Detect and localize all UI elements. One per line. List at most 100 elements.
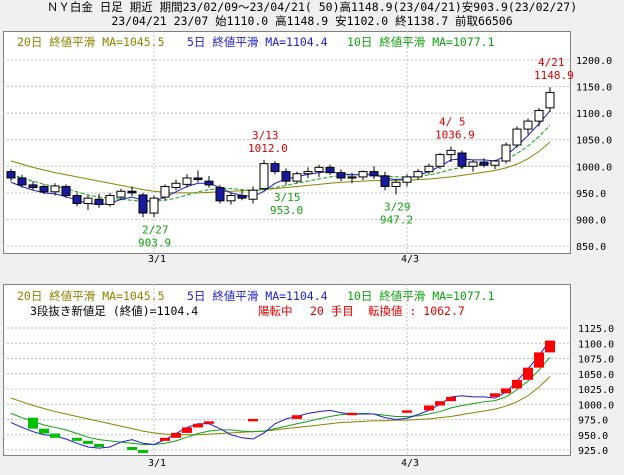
- annotation-value: 947.2: [380, 213, 413, 226]
- y-tick-label-bottom: 1025.0: [578, 385, 614, 396]
- candle-body: [182, 177, 192, 185]
- y-tick-label-bottom: 1000.0: [578, 400, 614, 411]
- kagi-switch-label: 転換値 : 1062.7: [368, 304, 465, 318]
- y-tick-label-bottom: 1050.0: [578, 370, 614, 381]
- brick-bar: [248, 418, 258, 422]
- legend-ma10-bottom: 10日 終値平滑 MA=1077.1: [347, 289, 495, 303]
- y-tick-label-top: 900.0: [576, 215, 606, 226]
- candle-body: [259, 163, 269, 190]
- brick-bar: [138, 450, 148, 454]
- annotation-date: 3/15: [274, 191, 301, 204]
- kagi-main-label: 3段抜き新値足 (終値)=1104.4: [30, 304, 199, 318]
- brick-bar: [193, 423, 203, 428]
- candle-body: [347, 176, 357, 179]
- candle-body: [6, 171, 16, 179]
- brick-bar: [501, 388, 511, 394]
- y-tick-label-top: 1200.0: [576, 56, 612, 67]
- brick-bar: [50, 433, 60, 438]
- candle-body: [479, 161, 489, 166]
- brick-bar: [171, 432, 181, 438]
- candle-body: [435, 154, 445, 167]
- candle-body: [336, 172, 346, 179]
- candle-body: [402, 176, 412, 183]
- ma20-line-bottom: [10, 376, 551, 436]
- candle-body: [325, 166, 335, 174]
- candle-body: [226, 195, 236, 202]
- annotation-value: 1148.9: [534, 69, 574, 82]
- candle-body: [413, 171, 423, 178]
- candle-body: [501, 144, 511, 162]
- candle-body: [160, 185, 170, 198]
- annotation-date: 4/ 5: [439, 116, 466, 129]
- candle-body: [292, 173, 302, 182]
- brick-bar: [94, 443, 104, 447]
- y-tick-label-top: 1000.0: [576, 162, 612, 173]
- y-tick-label-top: 1100.0: [576, 109, 612, 120]
- brick-bar: [534, 352, 544, 368]
- annotation-date: 3/13: [252, 129, 279, 142]
- candle-body: [204, 180, 214, 186]
- chart-ohlc-summary: 23/04/21 23/07 始1110.0 高1148.9 安1102.0 終…: [111, 14, 513, 28]
- candle-body: [512, 128, 522, 146]
- annotation-date: 3/29: [384, 200, 411, 213]
- candle-body: [50, 185, 60, 193]
- candle-body: [468, 161, 478, 167]
- candle-body: [545, 92, 555, 109]
- brick-bar: [435, 401, 445, 406]
- candle-body: [270, 163, 280, 173]
- candle-body: [369, 171, 379, 177]
- y-tick-label-top: 950.0: [576, 189, 606, 200]
- candle-body: [523, 120, 533, 130]
- candle-body: [534, 109, 544, 122]
- brick-bar: [446, 396, 456, 402]
- candle-body: [28, 184, 38, 189]
- brick-bar: [490, 393, 500, 397]
- y-tick-label-bottom: 1125.0: [578, 324, 614, 335]
- candle-body: [391, 181, 401, 187]
- candle-body: [193, 177, 203, 181]
- ma20-line-top: [10, 141, 551, 194]
- candle-body: [72, 195, 82, 204]
- brick-bar: [545, 340, 555, 353]
- candle-body: [281, 171, 291, 182]
- ma10-line-bottom: [10, 356, 551, 446]
- bar-plot-area: [3, 284, 571, 456]
- legend-ma5-bottom: 5日 終値平滑 MA=1104.4: [187, 289, 328, 303]
- x-tick-label-bottom: 4/3: [401, 458, 419, 469]
- candle-body: [457, 152, 467, 167]
- candle-body: [138, 194, 148, 214]
- y-tick-label-top: 850.0: [576, 242, 606, 253]
- candle-body: [171, 182, 181, 189]
- candle-body: [127, 190, 137, 194]
- candle-body: [39, 185, 49, 193]
- candle-body: [424, 165, 434, 173]
- candle-body: [61, 185, 71, 197]
- candle-body: [83, 197, 93, 204]
- brick-bar: [182, 427, 192, 433]
- legend-ma20-top: 20日 終値平滑 MA=1045.5: [17, 35, 165, 49]
- brick-bar: [72, 437, 82, 441]
- legend-ma10-top: 10日 終値平滑 MA=1077.1: [347, 35, 495, 49]
- candle-body: [17, 177, 27, 186]
- y-tick-label-bottom: 925.0: [578, 446, 608, 457]
- chart-title: ＮＹ白金 日足 期近 期間23/02/09～23/04/21( 50)高1148…: [46, 0, 578, 14]
- annotation-value: 903.9: [138, 236, 171, 249]
- candle-body: [116, 190, 126, 198]
- kagi-state-label: 陽転中: [258, 304, 293, 318]
- brick-bar: [83, 440, 93, 444]
- brick-bar: [347, 412, 357, 416]
- candle-body: [237, 195, 247, 199]
- y-tick-label-bottom: 1100.0: [578, 339, 614, 350]
- annotation-date: 4/21: [538, 56, 565, 69]
- annotation-value: 1036.9: [435, 129, 475, 142]
- brick-bar: [402, 410, 412, 413]
- y-tick-label-top: 1150.0: [576, 83, 612, 94]
- brick-bar: [160, 437, 170, 441]
- candle-body: [314, 166, 324, 173]
- brick-bar: [523, 367, 533, 380]
- x-tick-label-bottom: 3/1: [148, 458, 166, 469]
- candle-body: [490, 160, 500, 166]
- ma5-line-bottom: [10, 340, 551, 449]
